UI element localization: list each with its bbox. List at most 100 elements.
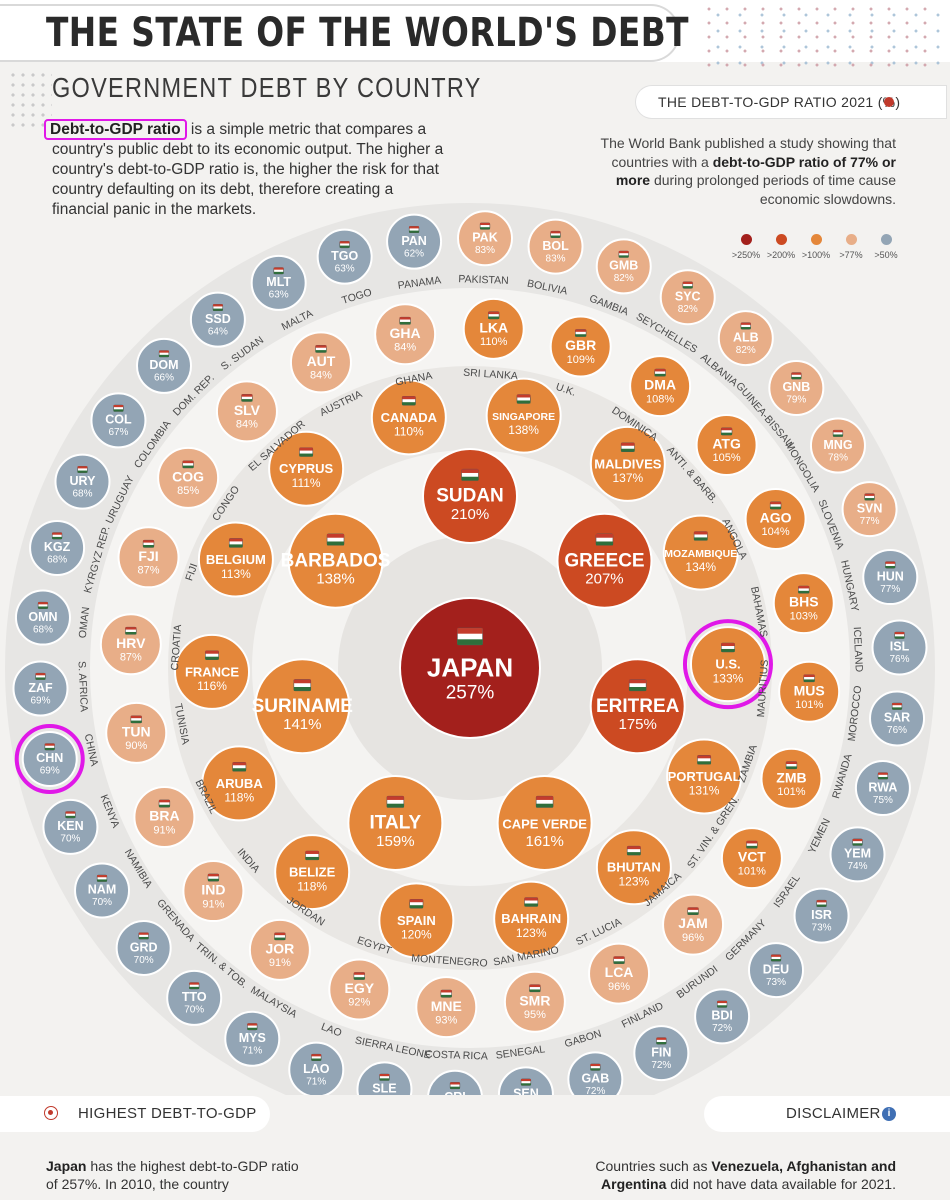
slovenia-flag-icon xyxy=(864,493,875,501)
bubble-label: JAM xyxy=(678,915,708,931)
bubble-value: 84% xyxy=(310,370,332,382)
bubble-circle xyxy=(415,976,478,1039)
mozambique-flag-icon xyxy=(693,531,708,541)
sudan-flag-icon xyxy=(461,468,479,481)
note-text-end: during prolonged periods of time cause e… xyxy=(650,172,896,207)
bubble-circle xyxy=(829,826,886,883)
page-subtitle: GOVERNMENT DEBT BY COUNTRY xyxy=(52,72,482,103)
bubble-value: 71% xyxy=(242,1046,262,1057)
bubble-circle xyxy=(793,887,850,944)
belgium-flag-icon xyxy=(228,538,243,548)
bubble-value: 63% xyxy=(269,290,289,301)
bubble-value: 69% xyxy=(40,766,60,777)
bubble-label: SUDAN xyxy=(436,486,504,507)
cyprus-flag-icon xyxy=(299,447,314,457)
bubble-label: GRD xyxy=(130,940,158,954)
bubble-value: 138% xyxy=(508,423,539,437)
japan-bold: Japan xyxy=(46,1158,87,1174)
disclaimer-bold: Venezuela, Afghanistan and Argentina xyxy=(601,1158,896,1192)
bubble-circle xyxy=(527,218,584,275)
bubble-label: MNE xyxy=(431,998,462,1014)
bubble-label: EGY xyxy=(345,980,375,996)
grenada-flag-icon xyxy=(138,932,149,940)
eritrea-flag-icon xyxy=(628,679,647,692)
bubble-circle xyxy=(316,228,373,285)
bubble-label: SMR xyxy=(519,992,550,1008)
mongolia-flag-icon xyxy=(832,429,844,437)
rwanda-flag-icon xyxy=(877,772,889,780)
bubble-circle xyxy=(250,254,307,311)
bubble-label: SINGAPORE xyxy=(492,411,555,423)
bubble-circle xyxy=(42,798,99,855)
legend-key-label: >77% xyxy=(839,250,863,260)
bubble-label: RWA xyxy=(868,780,897,794)
bubble-label: BARBADOS xyxy=(281,550,391,571)
bubble-u-s: U.S.133% xyxy=(682,619,773,710)
bubble-label: MALDIVES xyxy=(594,456,662,471)
bubble-value: 123% xyxy=(516,926,547,940)
bubble-circle xyxy=(666,738,743,815)
legend-swatch xyxy=(845,234,857,245)
malaysia-flag-icon xyxy=(247,1023,258,1031)
finland-flag-icon xyxy=(656,1037,667,1045)
bubble-value: 91% xyxy=(202,898,224,910)
bubble-value: 66% xyxy=(154,373,174,384)
bubble-label: SPAIN xyxy=(397,913,436,928)
s-sudan-flag-icon xyxy=(212,303,224,312)
burundi-flag-icon xyxy=(716,1000,728,1008)
bubble-circle xyxy=(588,942,651,1005)
bubble-circle xyxy=(288,1041,345,1095)
world-bank-note: The World Bank published a study showing… xyxy=(600,134,896,208)
bubble-value: 77% xyxy=(860,516,880,527)
bubble-value: 83% xyxy=(546,253,566,264)
bubble-circle xyxy=(197,521,274,598)
bubble-label: BHUTAN xyxy=(607,860,661,875)
legend-swatch xyxy=(740,234,752,245)
legend-swatch xyxy=(775,234,787,245)
croatia-flag-icon xyxy=(125,626,137,635)
country-name-label: SRI LANKA xyxy=(463,367,519,383)
bubble-circle xyxy=(174,633,251,710)
bubble-circle xyxy=(328,958,391,1021)
note-bold: debt-to-GDP ratio of 77% or more xyxy=(615,153,896,189)
austria-flag-icon xyxy=(315,345,327,353)
bubble-label: SURINAME xyxy=(252,696,353,717)
panama-flag-icon xyxy=(408,225,420,234)
bubble-circle xyxy=(287,512,384,609)
morocco-flag-icon xyxy=(891,702,903,710)
india-flag-icon xyxy=(207,873,220,882)
jamaica-flag-icon xyxy=(687,907,699,916)
bubble-circle xyxy=(105,701,168,764)
bubble-value: 90% xyxy=(125,740,147,752)
bubble-value: 70% xyxy=(60,834,80,845)
bubble-label: KGZ xyxy=(44,540,71,554)
bubble-value: 70% xyxy=(184,1005,204,1016)
bubble-label: SSD xyxy=(205,312,231,326)
bubble-value: 96% xyxy=(682,932,704,944)
japan-flag-icon xyxy=(457,627,483,646)
bubble-label: TGO xyxy=(331,249,358,263)
bhutan-flag-icon xyxy=(626,845,641,856)
bubble-label: BOL xyxy=(542,239,569,253)
bubble-circle xyxy=(854,760,911,817)
bubble-circle xyxy=(768,359,825,416)
anti-barb-flag-icon xyxy=(720,427,733,436)
